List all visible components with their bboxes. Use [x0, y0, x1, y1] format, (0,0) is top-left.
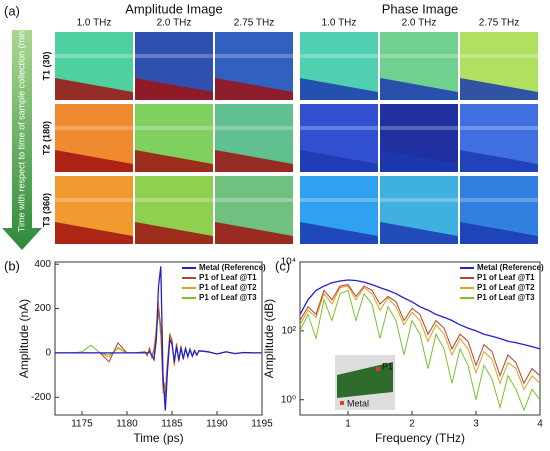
y-axis-label: Amplitude (nA) — [17, 299, 31, 378]
image-edge — [135, 150, 213, 172]
plot-frame — [54, 261, 263, 416]
series-line — [299, 284, 541, 385]
time-arrow — [2, 30, 42, 250]
image-edge — [55, 78, 133, 100]
x-tick-label: 2 — [409, 419, 415, 430]
image-edge — [55, 222, 133, 244]
plot-frame — [299, 261, 541, 416]
x-axis-label: Time (ps) — [133, 431, 183, 445]
legend-label: P1 of Leaf @T3 — [477, 293, 535, 302]
inset-label: P1 — [382, 361, 393, 371]
panel-label: (a) — [4, 3, 20, 18]
inset-label: Metal — [347, 398, 369, 408]
x-tick-label: 1180 — [116, 419, 138, 430]
inset-point — [340, 401, 344, 405]
image-band — [55, 54, 133, 58]
image-edge — [215, 78, 293, 100]
frequency-label: 2.0 THz — [402, 18, 437, 29]
frequency-label: 1.0 THz — [322, 18, 357, 29]
legend-label: P1 of Leaf @T2 — [477, 283, 535, 292]
image-edge — [300, 150, 378, 172]
x-axis-label: Frequency (THz) — [375, 431, 465, 445]
legend-label: P1 of Leaf @T1 — [199, 273, 257, 282]
y-tick-label: 400 — [34, 259, 51, 270]
image-edge — [300, 222, 378, 244]
time-label: T2 (180) — [41, 121, 51, 155]
image-edge — [460, 222, 538, 244]
image-band — [55, 126, 133, 130]
x-tick-label: 1 — [345, 419, 351, 430]
series-line — [299, 289, 541, 412]
image-edge — [460, 150, 538, 172]
y-tick-label: 10² — [282, 326, 297, 337]
image-band — [460, 54, 538, 58]
series-line — [299, 285, 541, 391]
image-band — [55, 198, 133, 202]
image-edge — [215, 150, 293, 172]
image-edge — [380, 78, 458, 100]
y-tick-label: 200 — [34, 303, 51, 314]
time-label: T1 (30) — [41, 51, 51, 80]
inset-point — [376, 367, 380, 371]
image-band — [135, 126, 213, 130]
image-edge — [55, 150, 133, 172]
image-edge — [300, 78, 378, 100]
series-line — [55, 266, 262, 411]
x-tick-label: 4 — [537, 419, 543, 430]
image-band — [380, 126, 458, 130]
image-band — [135, 54, 213, 58]
image-band — [135, 198, 213, 202]
image-band — [460, 126, 538, 130]
time-label: T3 (360) — [41, 193, 51, 227]
image-edge — [460, 78, 538, 100]
frequency-label: 2.75 THz — [234, 18, 274, 29]
arrow-label: Time with respect to time of sample coll… — [16, 28, 26, 232]
image-band — [300, 126, 378, 130]
image-edge — [380, 222, 458, 244]
x-tick-label: 3 — [473, 419, 479, 430]
legend-label: P1 of Leaf @T1 — [477, 273, 535, 282]
image-band — [215, 126, 293, 130]
image-edge — [215, 222, 293, 244]
y-tick-label: 10⁴ — [281, 257, 296, 268]
y-axis-label: Amplitude (dB) — [262, 299, 276, 378]
frequency-label: 2.0 THz — [157, 18, 192, 29]
series-line — [55, 312, 262, 389]
amplitude-title: Amplitude Image — [125, 1, 223, 16]
frequency-label: 1.0 THz — [77, 18, 112, 29]
y-tick-label: -200 — [31, 392, 51, 403]
legend-label: Metal (Reference) — [199, 263, 266, 272]
x-tick-label: 1185 — [161, 419, 183, 430]
image-band — [460, 198, 538, 202]
panel-label: (b) — [4, 258, 20, 273]
y-tick-label: 0 — [45, 348, 51, 359]
x-tick-label: 1195 — [251, 419, 273, 430]
phase-title: Phase Image — [382, 1, 459, 16]
panel-label: (c) — [275, 258, 290, 273]
image-band — [215, 54, 293, 58]
legend-label: P1 of Leaf @T3 — [199, 293, 257, 302]
x-tick-label: 1175 — [71, 419, 93, 430]
image-band — [380, 54, 458, 58]
image-band — [215, 198, 293, 202]
legend-label: Metal (Reference) — [477, 263, 544, 272]
series-line — [299, 279, 541, 350]
image-band — [300, 198, 378, 202]
legend-label: P1 of Leaf @T2 — [199, 283, 257, 292]
frequency-label: 2.75 THz — [479, 18, 519, 29]
y-tick-label: 10⁰ — [281, 394, 296, 405]
image-edge — [380, 150, 458, 172]
image-band — [380, 198, 458, 202]
image-edge — [135, 78, 213, 100]
x-tick-label: 1190 — [206, 419, 228, 430]
image-edge — [135, 222, 213, 244]
image-band — [300, 54, 378, 58]
